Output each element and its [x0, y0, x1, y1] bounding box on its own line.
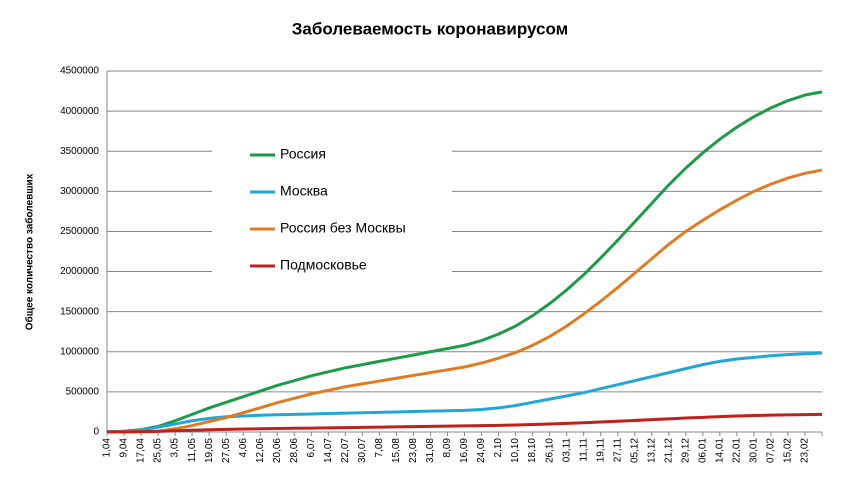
x-tick-label: 20,06	[272, 438, 283, 463]
x-tick-label: 2,10	[493, 438, 504, 458]
x-tick-label: 23,08	[408, 438, 419, 463]
x-tick-label: 4,06	[238, 438, 249, 458]
x-tick-label: 25,05	[153, 438, 164, 463]
x-tick-label: 27,11	[612, 438, 623, 463]
y-tick-label: 2500000	[60, 226, 99, 237]
x-tick-label: 14,07	[323, 438, 334, 463]
x-tick-label: 9,04	[119, 438, 130, 458]
x-tick-label: 3,05	[170, 438, 181, 458]
x-tick-label: 26,10	[544, 438, 555, 463]
x-tick-label: 28,06	[289, 438, 300, 463]
x-tick-label: 7,08	[374, 438, 385, 458]
x-tick-label: 27,05	[221, 438, 232, 463]
x-tick-label: 03,11	[561, 438, 572, 463]
x-tick-label: 22,01	[732, 438, 743, 463]
x-tick-label: 31,08	[425, 438, 436, 463]
x-tick-label: 15,02	[783, 438, 794, 463]
x-tick-label: 21,12	[663, 438, 674, 463]
x-tick-label: 16,09	[459, 438, 470, 463]
y-tick-label: 2000000	[60, 266, 99, 277]
x-tick-label: 19,11	[595, 438, 606, 463]
x-tick-label: 15,08	[391, 438, 402, 463]
x-tick-label: 30,01	[749, 438, 760, 463]
y-tick-label: 0	[93, 427, 99, 438]
x-tick-label: 18,10	[527, 438, 538, 463]
x-tick-label: 24,09	[476, 438, 487, 463]
y-tick-label: 500000	[66, 387, 100, 398]
x-tick-label: 13,12	[646, 438, 657, 463]
x-tick-label: 30,07	[357, 438, 368, 463]
x-tick-label: 23,02	[800, 438, 811, 463]
x-tick-label: 22,07	[340, 438, 351, 463]
x-tick-label: 11,11	[578, 438, 589, 462]
y-tick-label: 4500000	[60, 66, 99, 77]
y-axis-label: Общее количество заболевших	[24, 173, 36, 330]
series-line	[106, 90, 823, 434]
y-tick-label: 1000000	[60, 346, 99, 357]
x-tick-label: 6,07	[306, 438, 317, 458]
x-tick-label: 29,12	[680, 438, 691, 463]
x-tick-label: 06,01	[697, 438, 708, 463]
y-tick-label: 1500000	[60, 306, 99, 317]
x-tick-label: 8,09	[442, 438, 453, 458]
x-tick-label: 10,10	[510, 438, 521, 463]
legend-background	[212, 132, 452, 282]
x-tick-label: 19,05	[204, 438, 215, 463]
x-tick-label: 07,02	[766, 438, 777, 463]
x-tick-label: 05,12	[629, 438, 640, 463]
y-tick-label: 3500000	[60, 146, 99, 157]
legend-label: Москва	[280, 183, 328, 199]
legend-label: Подмосковье	[280, 257, 367, 273]
x-tick-label: 14,01	[714, 438, 725, 463]
y-tick-label: 4000000	[60, 106, 99, 117]
x-tick-label: 12,06	[255, 438, 266, 463]
series-line	[106, 168, 823, 434]
series-line	[106, 412, 823, 434]
y-tick-label: 3000000	[60, 186, 99, 197]
legend-label: Россия	[280, 146, 326, 162]
x-tick-label: 11,05	[187, 438, 198, 463]
x-tick-label: 17,04	[136, 438, 147, 463]
legend-label: Россия без Москвы	[280, 220, 406, 236]
x-tick-label: 1,04	[102, 438, 113, 458]
chart-title: Заболеваемость коронавирусом	[292, 19, 568, 38]
